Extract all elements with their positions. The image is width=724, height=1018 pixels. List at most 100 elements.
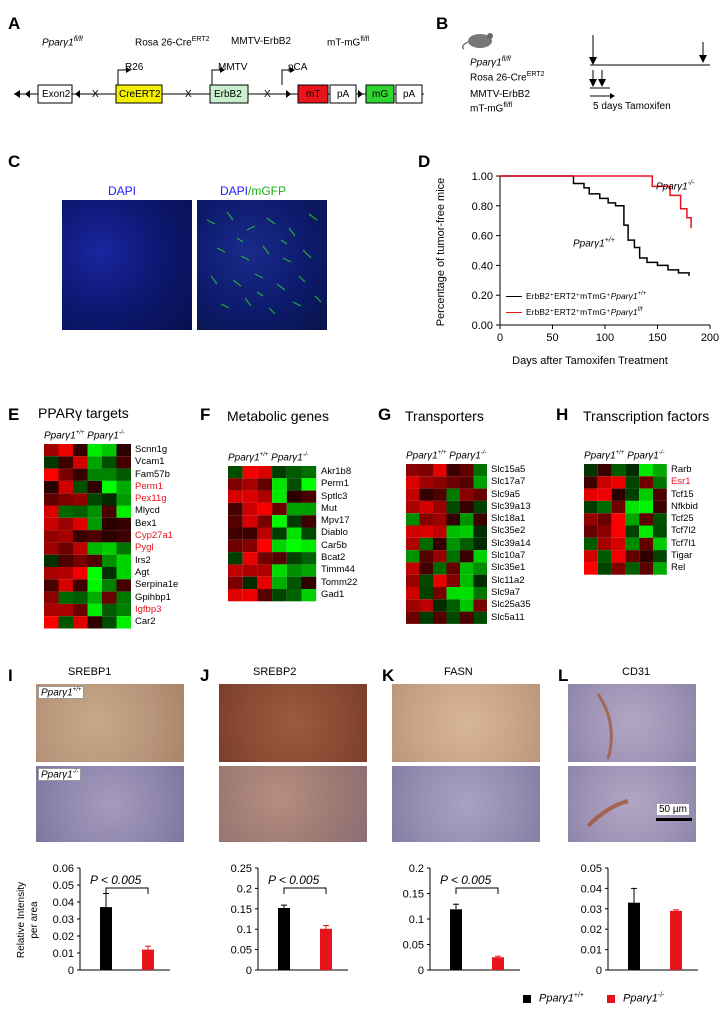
construct-mtmg-label: mT-mGfl/fl bbox=[327, 36, 370, 49]
heatmap-cell bbox=[116, 444, 131, 457]
e-header: Pparγ1+/+ Pparγ1-/- bbox=[44, 430, 125, 442]
heatmap-cell bbox=[625, 550, 640, 563]
gene-label: Slc35e1 bbox=[491, 562, 526, 574]
ihc-fasn-ko bbox=[392, 766, 540, 842]
heatmap-cell bbox=[102, 554, 117, 567]
heatmap-cell bbox=[87, 505, 102, 518]
heatmap-cell bbox=[653, 488, 667, 501]
heatmap-cell bbox=[116, 456, 131, 469]
heatmap-cell bbox=[597, 464, 612, 477]
heatmap-cell bbox=[625, 464, 640, 477]
panel-label-k: K bbox=[382, 666, 395, 685]
heatmap-cell bbox=[473, 599, 487, 612]
d-y-tick-label: 0.20 bbox=[472, 290, 493, 302]
d-series-ko bbox=[500, 175, 692, 229]
heatmap-cell bbox=[58, 480, 73, 494]
heatmap-cell bbox=[473, 550, 487, 563]
heatmap-cell bbox=[611, 488, 626, 501]
heatmap-cell bbox=[625, 525, 640, 538]
heatmap-cell bbox=[584, 488, 598, 501]
heatmap-cell bbox=[87, 603, 102, 617]
heatmap-cell bbox=[272, 552, 287, 565]
panel-label-a: A bbox=[8, 14, 21, 33]
gene-list-g: Slc15a5 Slc17a7 Slc9a5 Slc39a13 Slc18a1 Slc35… bbox=[491, 464, 531, 624]
heatmap-cell bbox=[473, 464, 487, 477]
bar-y-tick-label: 0.06 bbox=[53, 863, 74, 875]
heatmap-cell bbox=[272, 490, 287, 503]
heatmap-cell bbox=[611, 476, 626, 489]
bar-y-tick-label: 0.05 bbox=[53, 880, 74, 892]
scale-bar bbox=[656, 818, 692, 821]
heatmap-cell bbox=[406, 488, 420, 501]
heatmap-cell bbox=[611, 537, 626, 551]
heatmap-cell bbox=[87, 542, 102, 555]
f-title: Metabolic genes bbox=[227, 408, 329, 424]
heatmap-cell bbox=[242, 502, 258, 516]
heatmap-cell bbox=[73, 567, 88, 580]
heatmap-cell bbox=[116, 554, 131, 567]
heatmap-cell bbox=[272, 589, 287, 602]
heatmap-cell bbox=[597, 525, 612, 538]
heatmap-cell bbox=[433, 587, 447, 600]
d-x-tick-label: 0 bbox=[497, 332, 503, 344]
heatmap-cell bbox=[73, 468, 88, 481]
gene-label: Slc18a1 bbox=[491, 513, 526, 525]
bar-y-tick-label: 0.25 bbox=[231, 863, 252, 875]
gene-label: Slc15a5 bbox=[491, 464, 526, 475]
heatmap-cell bbox=[406, 537, 420, 551]
gene-label: Slc9a7 bbox=[491, 586, 521, 598]
panel-label-c: C bbox=[8, 152, 21, 171]
heatmap-cell bbox=[102, 505, 117, 518]
heatmap-cell bbox=[301, 502, 317, 516]
heatmap-cell bbox=[228, 576, 243, 589]
d-ylabel: Percentage of tumor-free mice bbox=[435, 178, 447, 327]
heatmap-cell bbox=[597, 513, 612, 526]
panel-label-f: F bbox=[200, 405, 211, 424]
h-title: Transcription factors bbox=[583, 408, 710, 424]
exon2-box-label: Exon2 bbox=[42, 89, 71, 100]
heatmap-cell bbox=[433, 537, 447, 551]
gene-label: Scnn1g bbox=[135, 444, 168, 455]
heatmap-h bbox=[584, 464, 667, 575]
pa-box-label: pA bbox=[403, 89, 416, 100]
gene-label: Diablo bbox=[321, 527, 348, 539]
heatmap-cell bbox=[584, 525, 598, 538]
heatmap-cell bbox=[228, 539, 243, 553]
heatmap-cell bbox=[228, 564, 243, 577]
bar-y-tick-label: 0.01 bbox=[53, 948, 74, 960]
gene-label: Vcam1 bbox=[135, 456, 165, 468]
heatmap-cell bbox=[419, 550, 433, 563]
heatmap-cell bbox=[611, 513, 626, 526]
pa-box-label: pA bbox=[337, 89, 350, 100]
heatmap-cell bbox=[584, 500, 598, 514]
heatmap-cell bbox=[87, 579, 102, 592]
heatmap-cell bbox=[597, 500, 612, 514]
gene-label: Tcf7l1 bbox=[671, 537, 696, 549]
bar-y-tick-label: 0.05 bbox=[231, 945, 252, 957]
heatmap-cell bbox=[419, 599, 433, 612]
heatmap-cell bbox=[87, 554, 102, 567]
heatmap-cell bbox=[242, 478, 258, 491]
heatmap-cell bbox=[116, 542, 131, 555]
gene-label: Irs2 bbox=[135, 554, 151, 566]
heatmap-cell bbox=[473, 587, 487, 600]
heatmap-cell bbox=[611, 500, 626, 514]
heatmap-cell bbox=[73, 505, 88, 518]
heatmap-cell bbox=[58, 444, 73, 457]
heatmap-cell bbox=[639, 464, 653, 477]
heatmap-cell bbox=[406, 476, 420, 489]
bottom-legend: Pparγ1+/+ Pparγ1-/- bbox=[523, 992, 665, 1005]
legend-swatch-wt bbox=[523, 994, 531, 1003]
heatmap-cell bbox=[446, 599, 460, 612]
heatmap-cell bbox=[73, 444, 88, 457]
heatmap-cell bbox=[87, 468, 102, 481]
d-xlabel: Days after Tamoxifen Treatment bbox=[512, 355, 668, 367]
heatmap-cell bbox=[228, 589, 243, 602]
pca-promoter-label: pCA bbox=[288, 62, 308, 73]
heatmap-cell bbox=[272, 515, 287, 528]
heatmap-cell bbox=[44, 591, 59, 604]
heatmap-cell bbox=[611, 525, 626, 538]
gene-label: Sptlc3 bbox=[321, 490, 348, 502]
gene-label: Fam57b bbox=[135, 468, 170, 480]
gene-label: Gad1 bbox=[321, 588, 345, 600]
